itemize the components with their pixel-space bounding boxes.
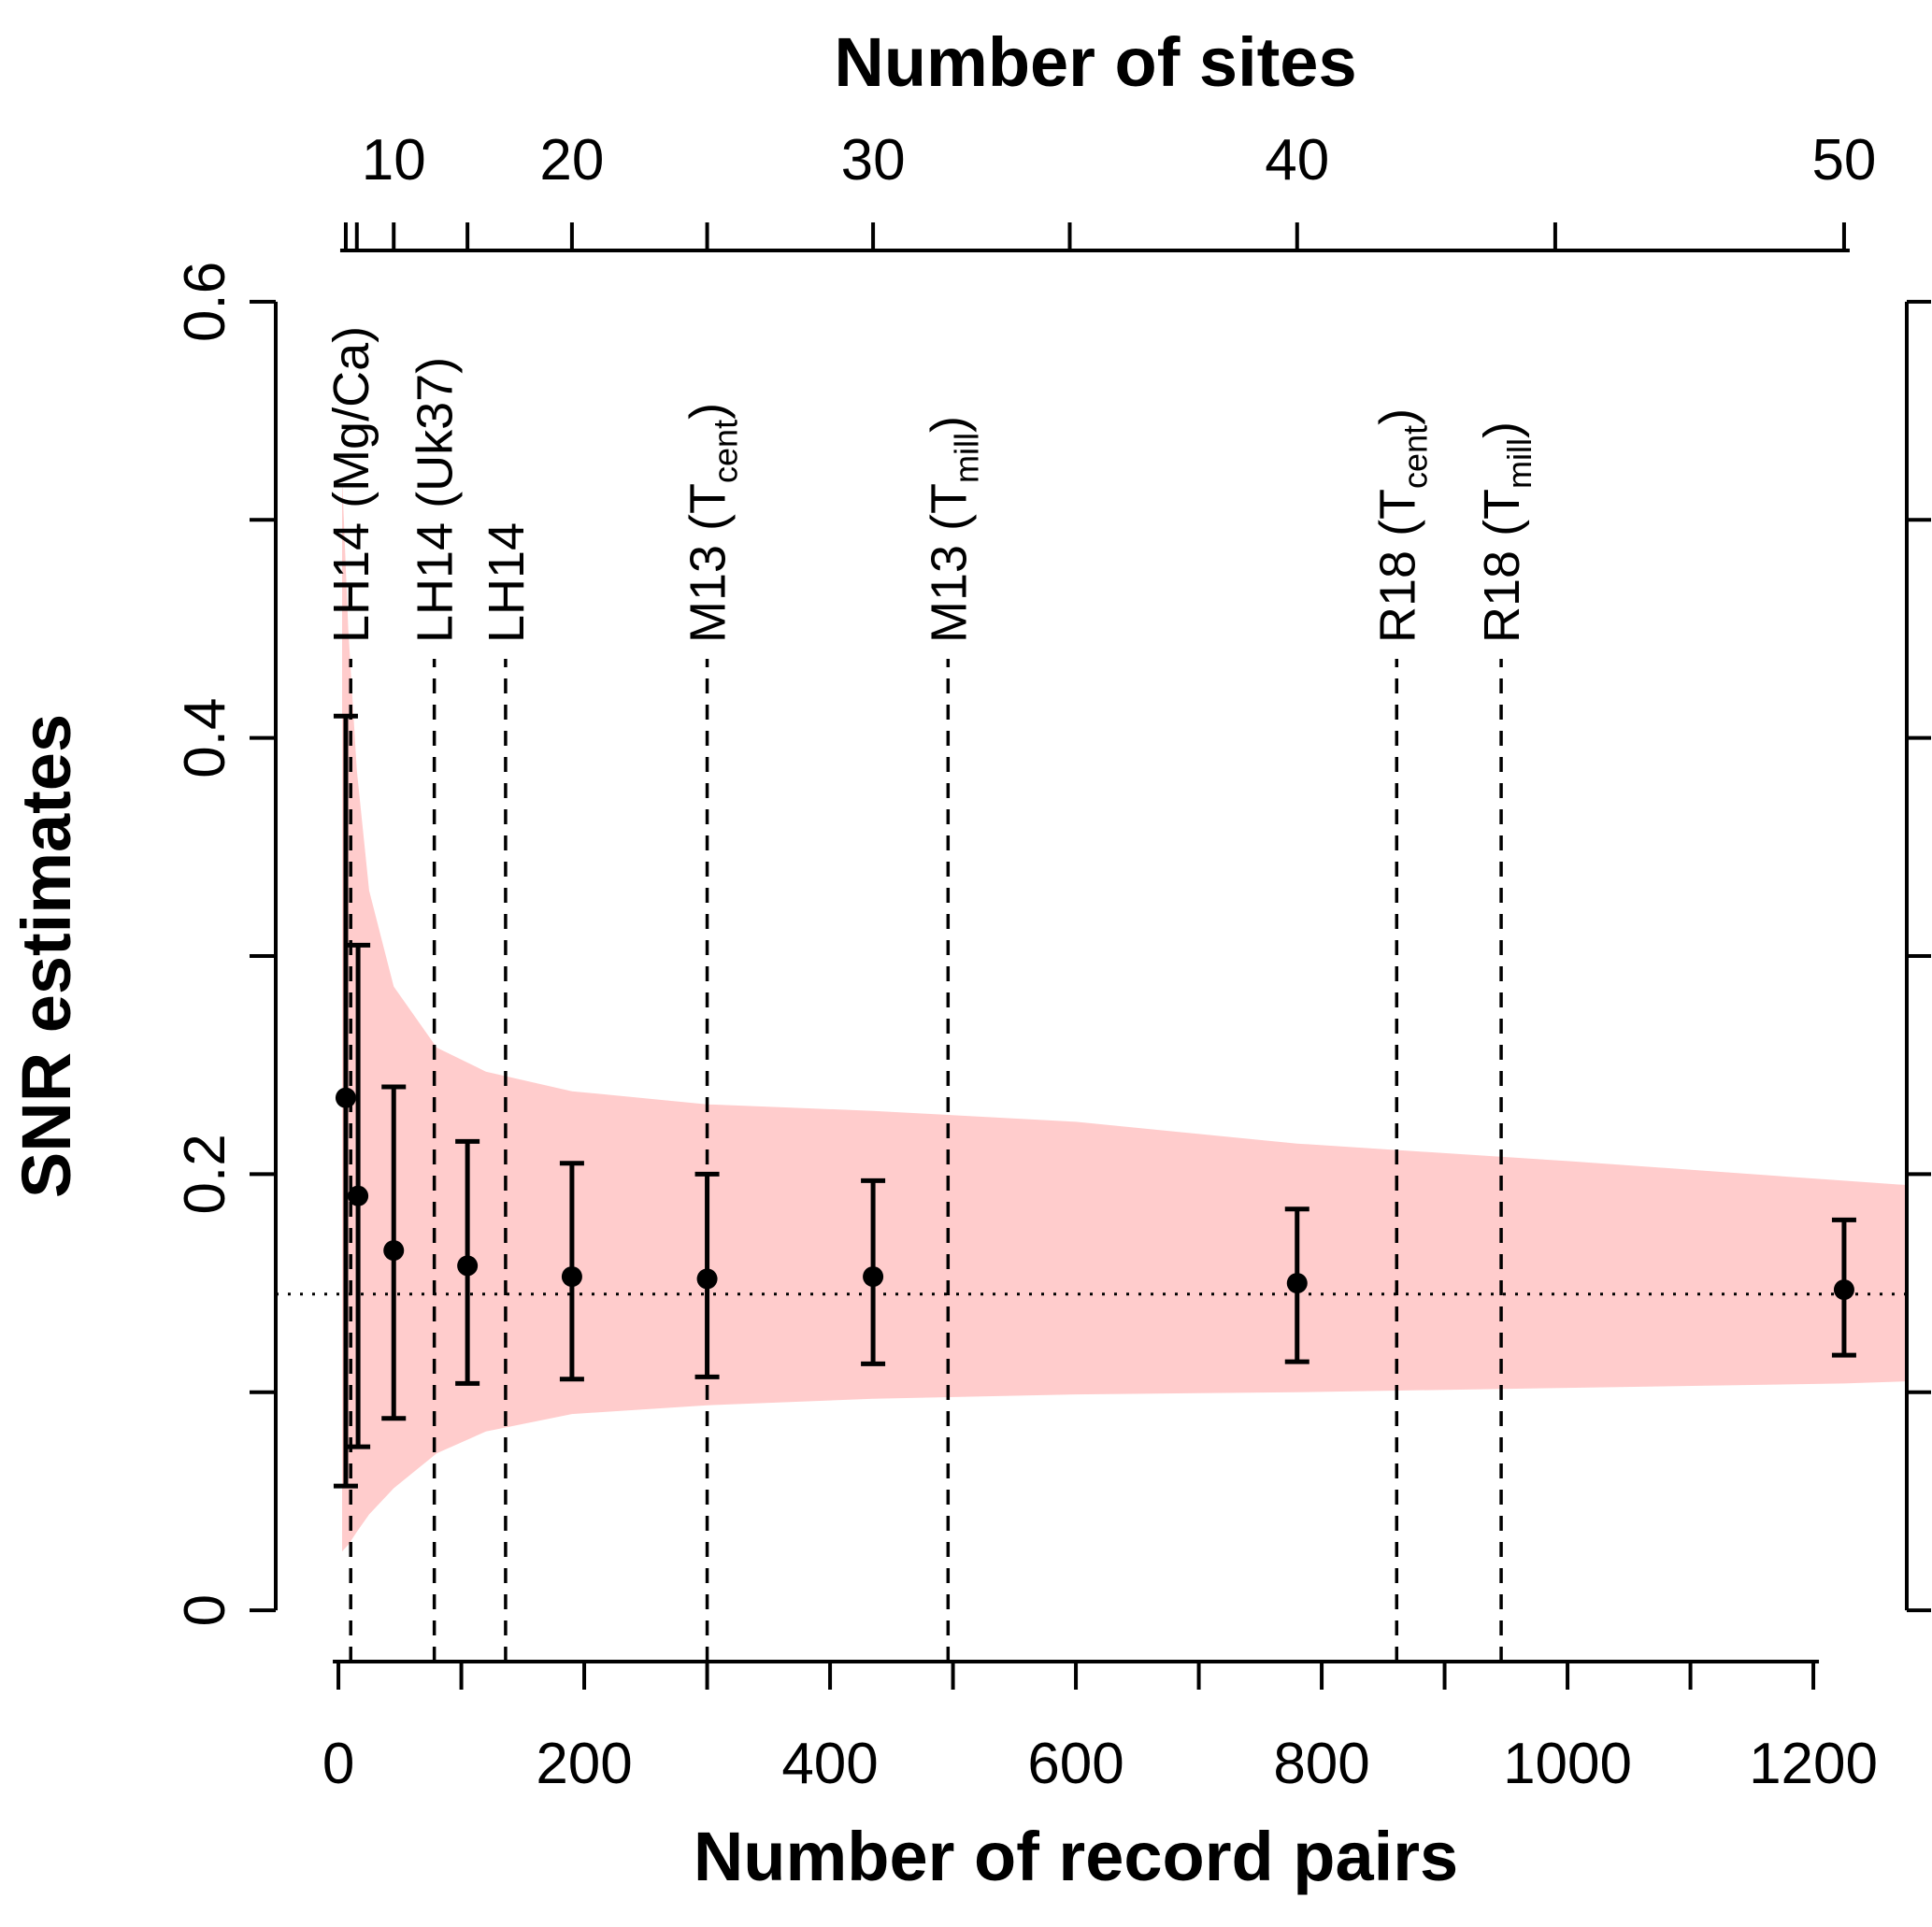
proxy-marker-label: M13 (Tmill) — [921, 416, 985, 643]
subscript: cent — [1395, 425, 1434, 489]
top-axis-tick-label: 10 — [362, 128, 426, 193]
subscript: cent — [707, 420, 745, 483]
top-axis-tick-label: 30 — [841, 128, 906, 193]
left-axis-tick-label: 0.6 — [173, 262, 237, 342]
proxy-marker-label: LH14 (Mg/Ca) — [323, 326, 379, 643]
top-axis-title: Number of sites — [834, 23, 1356, 101]
data-point — [863, 1266, 884, 1288]
proxy-marker-label: R18 (Tmill) — [1474, 421, 1538, 643]
bottom-axis-tick-label: 600 — [1027, 1732, 1123, 1796]
proxy-marker-label: LH14 — [479, 522, 535, 643]
data-point — [348, 1185, 369, 1206]
proxy-marker-label: M13 (Tcent) — [680, 403, 745, 643]
bottom-axis-tick-label: 1000 — [1503, 1732, 1632, 1796]
x-axis-title: Number of record pairs — [694, 1818, 1458, 1895]
data-point — [1286, 1273, 1308, 1294]
bottom-axis-tick-label: 0 — [322, 1732, 354, 1796]
bottom-axis-tick-label: 800 — [1273, 1732, 1369, 1796]
data-point — [1833, 1279, 1854, 1301]
proxy-marker-label: R18 (Tcent) — [1369, 408, 1434, 643]
subscript: mill — [947, 433, 985, 483]
top-axis-tick-label: 50 — [1811, 128, 1876, 193]
bottom-axis-tick-label: 400 — [781, 1732, 878, 1796]
confidence-band — [342, 476, 1908, 1552]
data-point — [383, 1240, 405, 1262]
top-axis-tick-label: 40 — [1265, 128, 1329, 193]
proxy-marker-label: LH14 (Uk37) — [408, 357, 464, 643]
y-axis-title: SNR estimates — [7, 714, 85, 1198]
left-axis-tick-label: 0.2 — [173, 1134, 237, 1214]
bottom-axis-tick-label: 1200 — [1749, 1732, 1878, 1796]
subscript: mill — [1500, 438, 1538, 489]
bottom-axis-tick-label: 200 — [536, 1732, 632, 1796]
chart-layers: LH14 (Mg/Ca) LH14 (Uk37) LH14 M13 (Tcent) M1… — [173, 128, 1931, 1796]
left-axis-tick-label: 0 — [173, 1594, 237, 1626]
data-point — [696, 1268, 718, 1290]
left-axis-tick-label: 0.4 — [173, 698, 237, 778]
data-point — [457, 1255, 479, 1277]
data-point — [335, 1087, 356, 1108]
top-axis-tick-label: 20 — [539, 128, 604, 193]
data-point — [561, 1266, 582, 1288]
